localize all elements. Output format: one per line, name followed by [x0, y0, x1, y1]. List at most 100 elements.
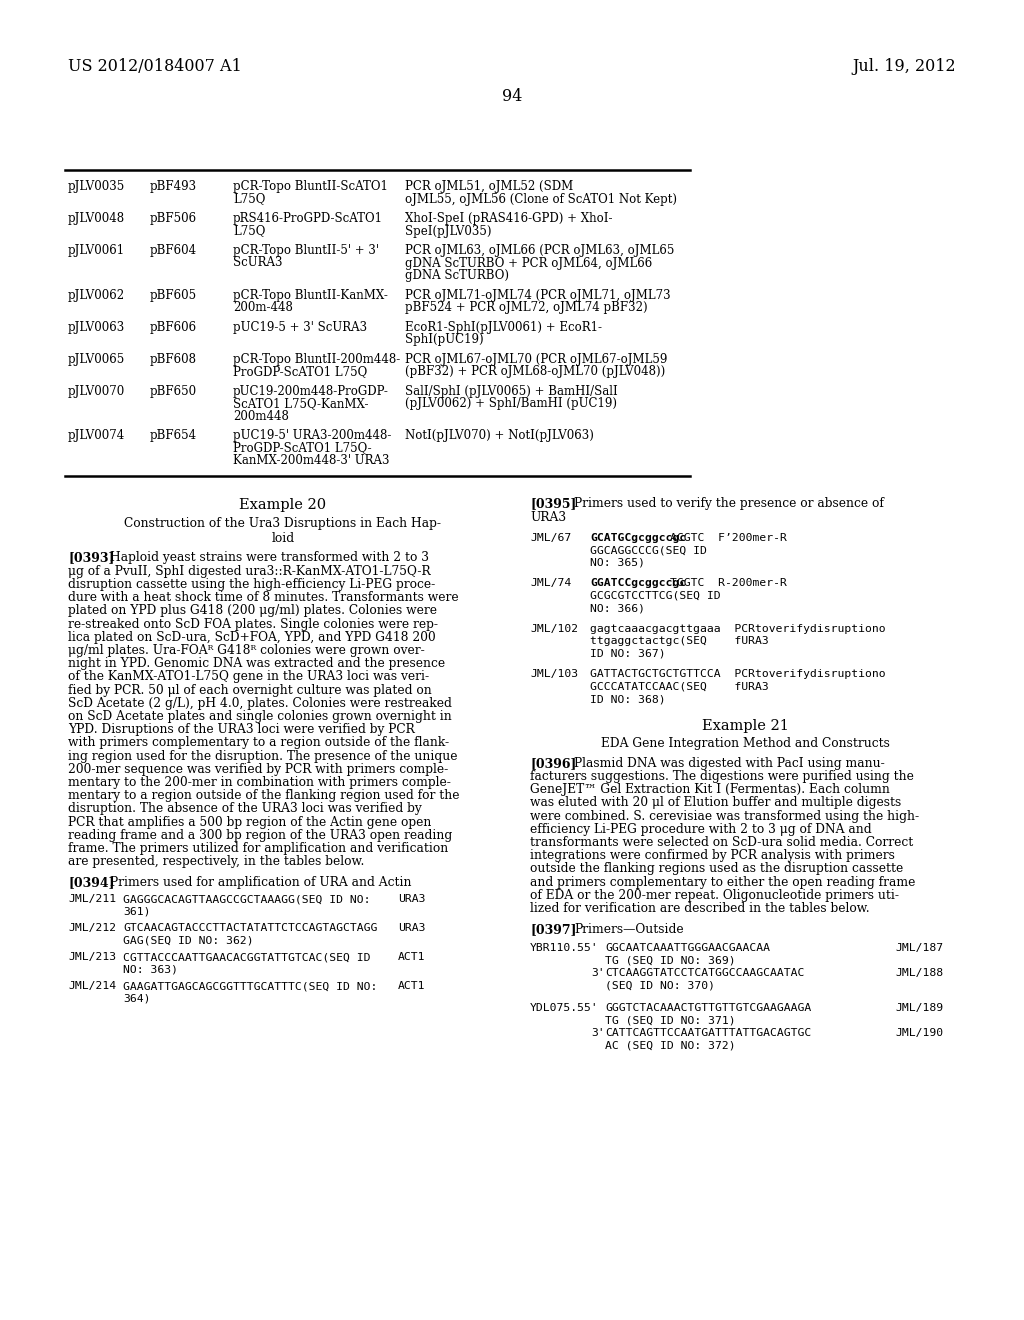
Text: NO: 366): NO: 366): [590, 603, 645, 614]
Text: loid: loid: [271, 532, 295, 544]
Text: ID NO: 368): ID NO: 368): [590, 694, 666, 704]
Text: GGATCCgcggccgc: GGATCCgcggccgc: [590, 578, 686, 589]
Text: JML/214: JML/214: [68, 981, 116, 991]
Text: JML/187: JML/187: [895, 942, 943, 953]
Text: oJML55, oJML56 (Clone of ScATO1 Not Kept): oJML55, oJML56 (Clone of ScATO1 Not Kept…: [406, 193, 677, 206]
Text: AC (SEQ ID NO: 372): AC (SEQ ID NO: 372): [605, 1040, 735, 1051]
Text: reading frame and a 300 bp region of the URA3 open reading: reading frame and a 300 bp region of the…: [68, 829, 453, 842]
Text: pBF506: pBF506: [150, 213, 198, 224]
Text: NotI(pJLV070) + NotI(pJLV063): NotI(pJLV070) + NotI(pJLV063): [406, 429, 594, 442]
Text: fied by PCR. 50 μl of each overnight culture was plated on: fied by PCR. 50 μl of each overnight cul…: [68, 684, 432, 697]
Text: and primers complementary to either the open reading frame: and primers complementary to either the …: [530, 875, 915, 888]
Text: Haploid yeast strains were transformed with 2 to 3: Haploid yeast strains were transformed w…: [110, 552, 429, 565]
Text: 94: 94: [502, 88, 522, 106]
Text: μg/ml plates. Ura-FOAᴿ G418ᴿ colonies were grown over-: μg/ml plates. Ura-FOAᴿ G418ᴿ colonies we…: [68, 644, 425, 657]
Text: gagtcaaacgacgttgaaa  PCRtoverifydisruptiono: gagtcaaacgacgttgaaa PCRtoverifydisruptio…: [590, 624, 886, 634]
Text: pJLV0065: pJLV0065: [68, 352, 125, 366]
Text: [0397]: [0397]: [530, 923, 577, 936]
Text: pBF605: pBF605: [150, 289, 198, 301]
Text: [0393]: [0393]: [68, 552, 115, 565]
Text: JML/74: JML/74: [530, 578, 571, 589]
Text: ProGDP-ScATO1 L75Q: ProGDP-ScATO1 L75Q: [233, 366, 368, 378]
Text: ACT1: ACT1: [398, 981, 426, 991]
Text: JML/103: JML/103: [530, 669, 579, 680]
Text: GATTACTGCTGCTGTTCCA  PCRtoverifydisruptiono: GATTACTGCTGCTGTTCCA PCRtoverifydisruptio…: [590, 669, 886, 680]
Text: NO: 363): NO: 363): [123, 965, 178, 974]
Text: KanMX-200m448-3' URA3: KanMX-200m448-3' URA3: [233, 454, 389, 467]
Text: URA3: URA3: [398, 923, 426, 933]
Text: of the KanMX-ATO1-L75Q gene in the URA3 loci was veri-: of the KanMX-ATO1-L75Q gene in the URA3 …: [68, 671, 429, 684]
Text: JML/102: JML/102: [530, 624, 579, 634]
Text: disruption cassette using the high-efficiency Li-PEG proce-: disruption cassette using the high-effic…: [68, 578, 435, 591]
Text: pJLV0062: pJLV0062: [68, 289, 125, 301]
Text: lica plated on ScD-ura, ScD+FOA, YPD, and YPD G418 200: lica plated on ScD-ura, ScD+FOA, YPD, an…: [68, 631, 436, 644]
Text: mentary to the 200-mer in combination with primers comple-: mentary to the 200-mer in combination wi…: [68, 776, 451, 789]
Text: JML/190: JML/190: [895, 1028, 943, 1038]
Text: ACT1: ACT1: [398, 952, 426, 962]
Text: YBR110.55': YBR110.55': [530, 942, 599, 953]
Text: pBF524 + PCR oJML72, oJML74 pBF32): pBF524 + PCR oJML72, oJML74 pBF32): [406, 301, 647, 314]
Text: pJLV0035: pJLV0035: [68, 180, 125, 193]
Text: Primers used to verify the presence or absence of: Primers used to verify the presence or a…: [574, 498, 884, 511]
Text: integrations were confirmed by PCR analysis with primers: integrations were confirmed by PCR analy…: [530, 849, 895, 862]
Text: pCR-Topo BluntII-KanMX-: pCR-Topo BluntII-KanMX-: [233, 289, 388, 301]
Text: pBF650: pBF650: [150, 384, 198, 397]
Text: pUC19-200m448-ProGDP-: pUC19-200m448-ProGDP-: [233, 384, 389, 397]
Text: NO: 365): NO: 365): [590, 557, 645, 568]
Text: disruption. The absence of the URA3 loci was verified by: disruption. The absence of the URA3 loci…: [68, 803, 422, 816]
Text: pBF654: pBF654: [150, 429, 198, 442]
Text: lized for verification are described in the tables below.: lized for verification are described in …: [530, 902, 869, 915]
Text: PCR oJML51, oJML52 (SDM: PCR oJML51, oJML52 (SDM: [406, 180, 573, 193]
Text: frame. The primers utilized for amplification and verification: frame. The primers utilized for amplific…: [68, 842, 449, 855]
Text: GAGGGCACAGTTAAGCCGCTAAAGG(SEQ ID NO:: GAGGGCACAGTTAAGCCGCTAAAGG(SEQ ID NO:: [123, 895, 371, 904]
Text: outside the flanking regions used as the disruption cassette: outside the flanking regions used as the…: [530, 862, 903, 875]
Text: pRS416-ProGPD-ScATO1: pRS416-ProGPD-ScATO1: [233, 213, 383, 224]
Text: facturers suggestions. The digestions were purified using the: facturers suggestions. The digestions we…: [530, 770, 913, 783]
Text: EcoR1-SphI(pJLV0061) + EcoR1-: EcoR1-SphI(pJLV0061) + EcoR1-: [406, 321, 602, 334]
Text: plated on YPD plus G418 (200 μg/ml) plates. Colonies were: plated on YPD plus G418 (200 μg/ml) plat…: [68, 605, 437, 618]
Text: with primers complementary to a region outside of the flank-: with primers complementary to a region o…: [68, 737, 450, 750]
Text: (pBF32) + PCR oJML68-oJML70 (pJLV048)): (pBF32) + PCR oJML68-oJML70 (pJLV048)): [406, 366, 666, 378]
Text: pUC19-5' URA3-200m448-: pUC19-5' URA3-200m448-: [233, 429, 391, 442]
Text: TGGTC  R-200mer-R: TGGTC R-200mer-R: [670, 578, 786, 589]
Text: was eluted with 20 μl of Elution buffer and multiple digests: was eluted with 20 μl of Elution buffer …: [530, 796, 901, 809]
Text: GCATGCgcggccgc: GCATGCgcggccgc: [590, 533, 686, 543]
Text: ID NO: 367): ID NO: 367): [590, 648, 666, 659]
Text: transformants were selected on ScD-ura solid media. Correct: transformants were selected on ScD-ura s…: [530, 836, 913, 849]
Text: pJLV0063: pJLV0063: [68, 321, 125, 334]
Text: PCR oJML63, oJML66 (PCR oJML63, oJML65: PCR oJML63, oJML66 (PCR oJML63, oJML65: [406, 244, 675, 257]
Text: GGGTCTACAAACTGTTGTTGTCGAAGAAGA: GGGTCTACAAACTGTTGTTGTCGAAGAAGA: [605, 1003, 811, 1014]
Text: TG (SEQ ID NO: 371): TG (SEQ ID NO: 371): [605, 1015, 735, 1026]
Text: pBF604: pBF604: [150, 244, 198, 257]
Text: [0395]: [0395]: [530, 498, 577, 511]
Text: GGCAGGCCCG(SEQ ID: GGCAGGCCCG(SEQ ID: [590, 545, 707, 556]
Text: are presented, respectively, in the tables below.: are presented, respectively, in the tabl…: [68, 855, 365, 869]
Text: μg of a PvuII, SphI digested ura3::R-KanMX-ATO1-L75Q-R: μg of a PvuII, SphI digested ura3::R-Kan…: [68, 565, 431, 578]
Text: Example 21: Example 21: [701, 718, 788, 733]
Text: 200m-448: 200m-448: [233, 301, 293, 314]
Text: Jul. 19, 2012: Jul. 19, 2012: [852, 58, 956, 75]
Text: URA3: URA3: [398, 895, 426, 904]
Text: TG (SEQ ID NO: 369): TG (SEQ ID NO: 369): [605, 956, 735, 966]
Text: PCR that amplifies a 500 bp region of the Actin gene open: PCR that amplifies a 500 bp region of th…: [68, 816, 431, 829]
Text: re-streaked onto ScD FOA plates. Single colonies were rep-: re-streaked onto ScD FOA plates. Single …: [68, 618, 438, 631]
Text: pBF493: pBF493: [150, 180, 198, 193]
Text: 361): 361): [123, 907, 151, 917]
Text: ScATO1 L75Q-KanMX-: ScATO1 L75Q-KanMX-: [233, 397, 369, 411]
Text: pCR-Topo BluntII-5' + 3': pCR-Topo BluntII-5' + 3': [233, 244, 379, 257]
Text: SpeI(pJLV035): SpeI(pJLV035): [406, 224, 492, 238]
Text: pJLV0061: pJLV0061: [68, 244, 125, 257]
Text: JML/67: JML/67: [530, 533, 571, 543]
Text: mentary to a region outside of the flanking region used for the: mentary to a region outside of the flank…: [68, 789, 460, 803]
Text: ScD Acetate (2 g/L), pH 4.0, plates. Colonies were restreaked: ScD Acetate (2 g/L), pH 4.0, plates. Col…: [68, 697, 452, 710]
Text: pBF606: pBF606: [150, 321, 198, 334]
Text: pJLV0048: pJLV0048: [68, 213, 125, 224]
Text: night in YPD. Genomic DNA was extracted and the presence: night in YPD. Genomic DNA was extracted …: [68, 657, 445, 671]
Text: L75Q: L75Q: [233, 224, 265, 238]
Text: JML/188: JML/188: [895, 968, 943, 978]
Text: JML/213: JML/213: [68, 952, 116, 962]
Text: 3': 3': [591, 1028, 605, 1038]
Text: 200-mer sequence was verified by PCR with primers comple-: 200-mer sequence was verified by PCR wit…: [68, 763, 449, 776]
Text: ttgaggctactgc(SEQ    fURA3: ttgaggctactgc(SEQ fURA3: [590, 636, 769, 647]
Text: [0394]: [0394]: [68, 876, 115, 890]
